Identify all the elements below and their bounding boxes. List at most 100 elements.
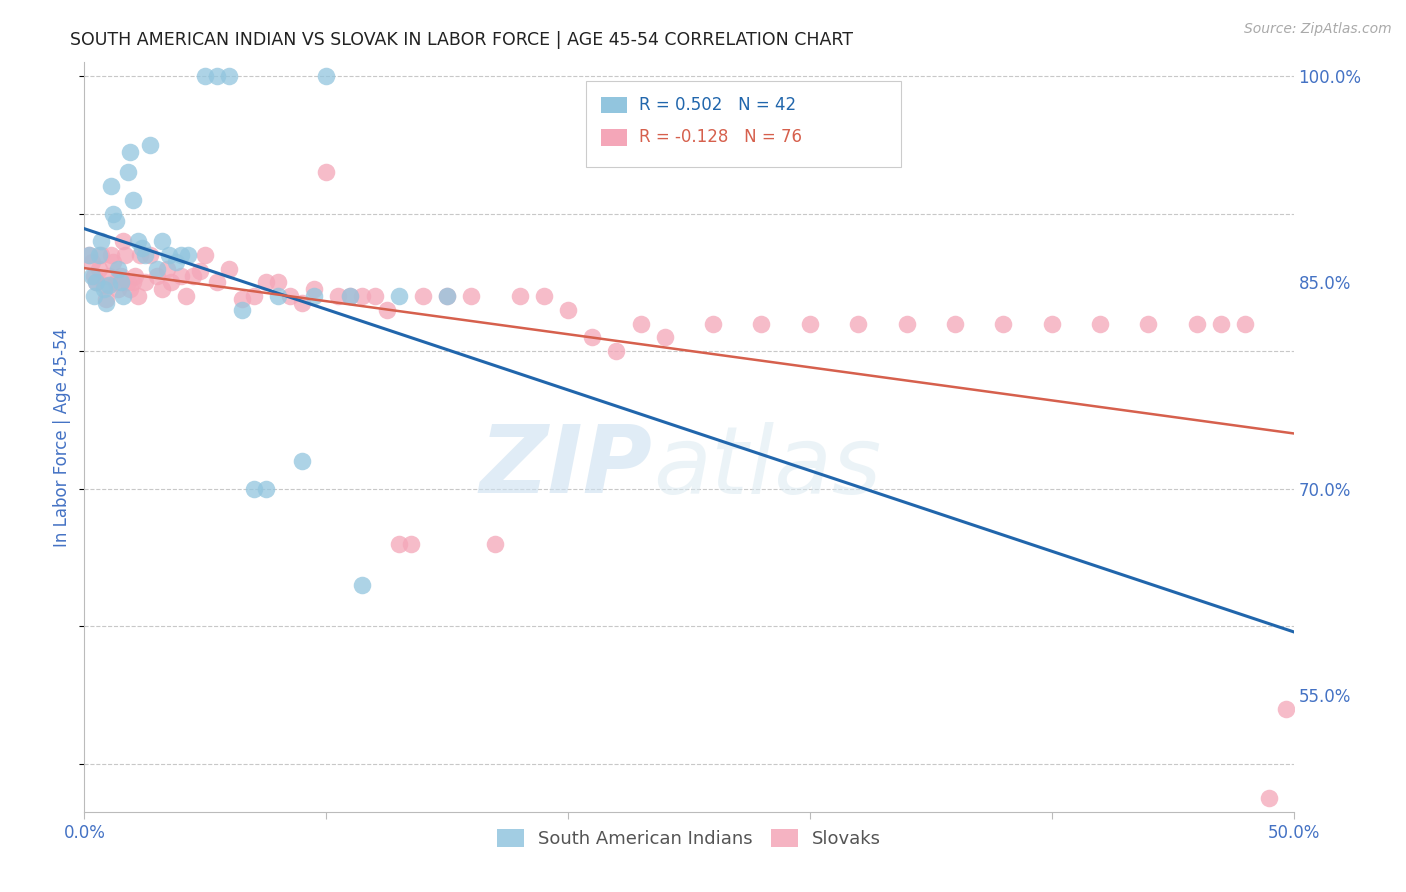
Point [218, 69, 240, 83]
Text: R = -0.128   N = 76: R = -0.128 N = 76 [640, 128, 803, 146]
Point [605, 344, 627, 359]
Point [328, 289, 350, 303]
Point [120, 282, 142, 296]
Point [150, 282, 173, 296]
Point [77, 248, 100, 262]
Point [157, 248, 180, 262]
Point [375, 302, 398, 317]
Point [799, 317, 821, 331]
Point [846, 317, 869, 331]
Point [1234, 317, 1257, 331]
Point [87, 248, 110, 262]
Point [117, 276, 139, 290]
Point [170, 268, 193, 283]
Point [97, 268, 120, 283]
Point [131, 241, 153, 255]
Point [388, 289, 411, 303]
Point [302, 289, 325, 303]
Point [1209, 317, 1232, 331]
Point [127, 234, 149, 248]
Point [533, 289, 555, 303]
Point [896, 317, 918, 331]
Point [315, 165, 337, 179]
Point [110, 268, 132, 283]
Point [160, 276, 183, 290]
Point [291, 454, 314, 468]
Point [80, 268, 103, 283]
FancyBboxPatch shape [600, 97, 627, 113]
Point [302, 282, 325, 296]
Point [177, 248, 200, 262]
Point [134, 276, 156, 290]
FancyBboxPatch shape [600, 129, 627, 145]
Point [993, 317, 1015, 331]
FancyBboxPatch shape [586, 81, 901, 168]
Point [114, 248, 136, 262]
Point [943, 317, 966, 331]
Point [174, 289, 197, 303]
Point [112, 234, 135, 248]
Point [112, 289, 135, 303]
Point [107, 261, 129, 276]
Point [1275, 701, 1298, 715]
Point [399, 536, 422, 550]
Point [267, 276, 290, 290]
Point [121, 193, 143, 207]
Point [339, 289, 361, 303]
Point [207, 69, 229, 83]
Text: Source: ZipAtlas.com: Source: ZipAtlas.com [1244, 22, 1392, 37]
Point [94, 292, 117, 306]
Point [117, 165, 139, 179]
Point [110, 276, 132, 290]
Point [181, 268, 204, 283]
Point [104, 276, 127, 290]
Point [242, 482, 264, 496]
Point [291, 296, 314, 310]
Point [194, 248, 217, 262]
Point [97, 278, 120, 293]
Point [1258, 791, 1281, 805]
Point [80, 254, 103, 268]
Point [104, 213, 127, 227]
Text: R = 0.502   N = 42: R = 0.502 N = 42 [640, 96, 796, 114]
Point [278, 289, 301, 303]
Text: SOUTH AMERICAN INDIAN VS SLOVAK IN LABOR FORCE | AGE 45-54 CORRELATION CHART: SOUTH AMERICAN INDIAN VS SLOVAK IN LABOR… [70, 31, 853, 49]
Point [315, 69, 337, 83]
Legend: South American Indians, Slovaks: South American Indians, Slovaks [489, 822, 889, 855]
Point [509, 289, 531, 303]
Point [460, 289, 482, 303]
Point [170, 248, 193, 262]
Point [218, 261, 240, 276]
Y-axis label: In Labor Force | Age 45-54: In Labor Force | Age 45-54 [53, 327, 72, 547]
Point [138, 248, 160, 262]
Point [436, 289, 458, 303]
Point [1137, 317, 1160, 331]
Point [100, 179, 122, 194]
Point [93, 278, 115, 293]
Point [83, 289, 105, 303]
Point [339, 289, 361, 303]
Point [86, 276, 108, 290]
Point [654, 330, 676, 344]
Point [267, 289, 290, 303]
Point [363, 289, 385, 303]
Point [412, 289, 434, 303]
Point [190, 264, 212, 278]
Point [100, 248, 122, 262]
Point [93, 282, 115, 296]
Point [207, 276, 229, 290]
Point [231, 292, 253, 306]
Point [86, 276, 108, 290]
Point [124, 268, 146, 283]
Point [1088, 317, 1111, 331]
Point [1040, 317, 1063, 331]
Point [94, 296, 117, 310]
Point [103, 207, 125, 221]
Point [557, 302, 579, 317]
Point [242, 289, 264, 303]
Point [231, 302, 253, 317]
Point [134, 248, 156, 262]
Point [146, 261, 169, 276]
Text: atlas: atlas [652, 422, 882, 513]
Point [121, 276, 143, 290]
